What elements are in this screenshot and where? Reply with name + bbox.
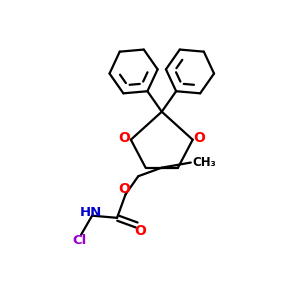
Text: Cl: Cl [73, 234, 87, 247]
Text: CH₃: CH₃ [192, 156, 216, 169]
Text: O: O [134, 224, 146, 238]
Text: O: O [118, 131, 130, 145]
Text: HN: HN [80, 206, 102, 219]
Text: O: O [193, 131, 205, 145]
Text: O: O [118, 182, 130, 196]
